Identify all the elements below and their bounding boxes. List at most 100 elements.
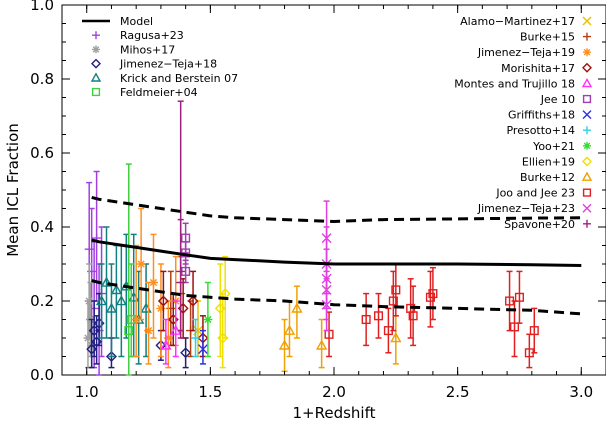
data-point: [160, 339, 172, 350]
y-tick-label: 0.2: [30, 292, 54, 310]
legend-entry: Joo and Jee 23: [495, 187, 592, 200]
legend-swatch: [582, 203, 592, 213]
data-point: [278, 339, 291, 350]
legend-entry: Presotto+14: [506, 124, 591, 137]
legend-swatch: [91, 87, 101, 97]
data-point: [428, 289, 438, 299]
legend-entry: Ragusa+23: [92, 29, 184, 42]
data-point: [509, 322, 520, 332]
data-point: [156, 303, 166, 313]
legend-entry: Morishita+17: [501, 62, 592, 75]
legend-entry: Yoo+21: [532, 140, 591, 153]
legend-swatch: [90, 72, 102, 82]
legend-label: Burke+12: [520, 171, 575, 184]
data-point: [514, 292, 524, 302]
data-point: [144, 326, 154, 336]
model-line: [91, 238, 582, 267]
series-ellien-19: [214, 255, 231, 369]
legend-entry: Montes and Trujillo 18: [454, 77, 593, 90]
data-point: [197, 344, 208, 355]
legend-label: Feldmeier+04: [120, 86, 198, 99]
legend-entry: Feldmeier+04: [91, 86, 198, 99]
legend-label: Mihos+17: [120, 43, 175, 56]
legend-label: Griffiths+18: [508, 109, 575, 122]
legend-label: Jimenez−Teja+19: [477, 46, 575, 59]
data-point: [203, 315, 213, 324]
x-tick-label: 2.5: [446, 383, 470, 401]
legend-swatch: [582, 110, 592, 120]
legend-swatch: [583, 32, 591, 41]
data-point: [163, 333, 173, 343]
series-presotto-14: [191, 318, 201, 358]
legend-label: Spavone+20: [504, 218, 575, 231]
legend-label: Model: [120, 15, 153, 28]
legend-swatch: [582, 16, 592, 26]
model-layer: [91, 195, 582, 316]
data-point: [95, 295, 108, 306]
data-point: [373, 311, 384, 321]
legend-label: Jimenez−Teja+23: [477, 202, 575, 215]
data-point: [148, 278, 158, 287]
legend-label: Presotto+14: [506, 124, 575, 137]
data-point: [191, 333, 201, 343]
x-tick-label: 2.0: [322, 383, 346, 401]
data-point: [390, 332, 402, 343]
legend-label: Joo and Jee 23: [495, 187, 575, 200]
data-point: [408, 311, 418, 321]
series-spavone-20: [176, 100, 186, 339]
legend-entry: Ellien+19: [522, 155, 592, 168]
legend-label: Montes and Trujillo 18: [454, 77, 575, 90]
legend-right: Alamo−Martinez+17 Burke+15 Jimenez−Teja+19…: [454, 15, 593, 231]
model-upper-bound: [91, 195, 582, 224]
legend-entry: Model: [82, 15, 153, 28]
legend-swatch: [583, 219, 591, 228]
series-jimenez-teja-23: [321, 200, 332, 332]
legend-label: Morishita+17: [501, 62, 575, 75]
data-point: [529, 326, 539, 336]
data-point: [180, 347, 192, 359]
legend-swatch: [583, 126, 591, 135]
legend-swatch: [583, 48, 591, 57]
x-axis-label: 1+Redshift: [293, 404, 376, 422]
data-point: [110, 283, 123, 295]
data-point: [361, 314, 371, 325]
x-tick-label: 1.5: [198, 383, 222, 401]
data-point: [124, 326, 134, 336]
model-lower-bound: [91, 279, 582, 316]
y-axis-label: Mean ICL Fraction: [4, 123, 22, 257]
data-point: [176, 278, 186, 287]
data-point: [105, 302, 118, 313]
legend-swatch: [581, 77, 593, 88]
data-point: [157, 295, 169, 307]
legend-label: Yoo+21: [532, 140, 575, 153]
legend-entry: Jimenez−Teja+19: [477, 46, 591, 59]
legend-label: Jimenez−Teja+18: [119, 58, 217, 71]
data-point: [105, 351, 117, 362]
legend-entry: Jee 10: [540, 93, 592, 106]
legend-entry: Mihos+17: [92, 43, 175, 56]
y-tick-label: 1.0: [30, 0, 54, 14]
legend-swatch: [583, 141, 591, 150]
data-point: [315, 339, 328, 350]
legend-swatch: [581, 171, 593, 181]
legend-swatch: [92, 31, 100, 40]
legend-label: Ellien+19: [522, 155, 575, 168]
legend-label: Ragusa+23: [120, 29, 184, 42]
data-point: [283, 324, 296, 335]
axes-layer: 1.0 1.5 2.0 2.5 3.0 0.0 0.2 0.4 0.6 0.8 1.0: [30, 0, 606, 401]
legend-swatch: [582, 156, 592, 167]
legend-swatch: [92, 45, 100, 54]
legend-entry: Griffiths+18: [508, 109, 592, 122]
series-burke-12: [278, 285, 402, 373]
data-point: [321, 299, 332, 310]
data-point: [84, 296, 94, 306]
legend-entry: Spavone+20: [504, 218, 591, 231]
data-point: [115, 295, 128, 306]
legend-entry: Burke+15: [520, 31, 591, 44]
legend-entry: Jimenez−Teja+18: [91, 58, 217, 71]
legend-label: Alamo−Martinez+17: [460, 15, 575, 28]
legend-entry: Burke+12: [520, 171, 593, 184]
series-montes-and-trujillo-18: [160, 300, 182, 365]
